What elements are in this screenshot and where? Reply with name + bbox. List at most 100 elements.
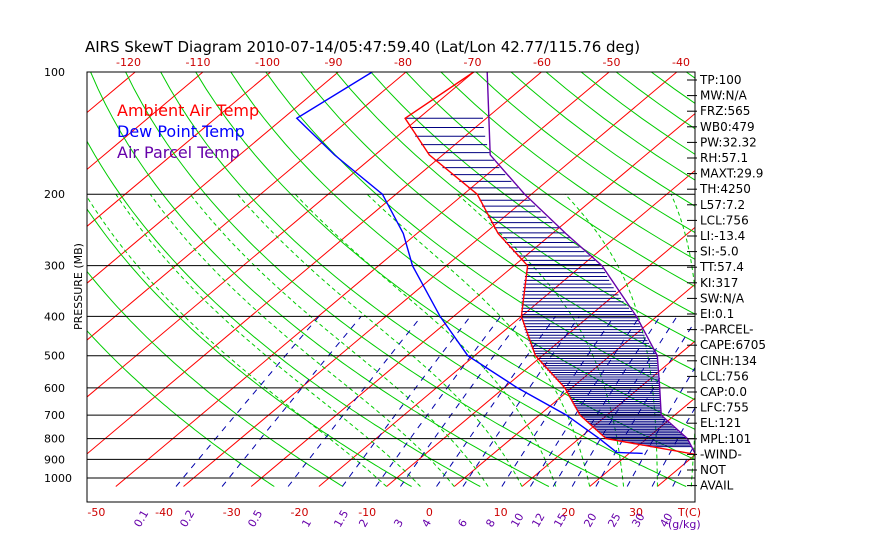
moist-adiabat	[149, 193, 455, 487]
mixing-ratio-label: 40	[657, 511, 675, 530]
mixing-ratio-line	[375, 316, 502, 487]
index-text: KI:317	[700, 276, 738, 290]
mixing-ratio-label: 0.5	[245, 508, 265, 530]
mixing-ratio-line	[436, 316, 556, 487]
index-text: -WIND-	[700, 447, 742, 461]
mixing-ratio-line	[651, 406, 695, 487]
index-text: MAXT:29.9	[700, 167, 763, 181]
index-text: SI:-5.0	[700, 245, 739, 259]
index-text: TH:4250	[699, 182, 751, 196]
pressure-tick-label: 600	[44, 382, 65, 395]
dry-adiabat	[405, 72, 695, 288]
index-text: CAP:0.0	[700, 385, 747, 399]
dry-adiabat	[335, 72, 695, 343]
dry-adiabat	[721, 72, 870, 487]
temp-tick-label: -40	[155, 506, 173, 519]
isotherm-line	[793, 72, 870, 487]
index-text: AVAIL	[700, 479, 734, 493]
top-temp-tick-label: -110	[186, 56, 211, 69]
index-text: RH:57.1	[700, 151, 748, 165]
temp-tick-label: 0	[426, 506, 433, 519]
mixing-ratio-label: 25	[605, 511, 623, 530]
pressure-tick-label: 900	[44, 453, 65, 466]
dry-adiabat	[230, 72, 695, 430]
isotherm-line	[87, 72, 407, 341]
index-text: LCL:756	[700, 369, 749, 383]
index-text: NOT	[700, 463, 726, 477]
isotherm-line	[0, 72, 68, 487]
dry-adiabat	[195, 72, 695, 461]
isotherm-line	[87, 72, 136, 114]
temp-tick-label: -10	[358, 506, 376, 519]
mixing-ratio-line	[341, 316, 471, 487]
dry-adiabat	[87, 208, 412, 487]
pressure-tick-label: 200	[44, 188, 65, 201]
index-text: TT:57.4	[699, 260, 744, 274]
temp-tick-label: 20	[561, 506, 575, 519]
moist-adiabat	[457, 193, 624, 487]
index-text: WB0:479	[700, 120, 755, 134]
ambient-air-temp-line	[404, 72, 695, 456]
index-text: L57:7.2	[700, 198, 745, 212]
dry-adiabat	[90, 72, 550, 487]
y-axis-label: PRESSURE (MB)	[72, 243, 85, 330]
dry-adiabat	[160, 72, 687, 487]
temp-tick-label: 30	[629, 506, 643, 519]
top-temp-tick-label: -50	[603, 56, 621, 69]
dry-adiabat	[87, 270, 344, 487]
pressure-tick-label: 300	[44, 260, 65, 273]
mixing-ratio-label: 1.5	[331, 508, 351, 530]
temp-tick-label: -30	[223, 506, 241, 519]
legend-entry: Air Parcel Temp	[117, 143, 240, 162]
x-axis-label: T(C)	[677, 506, 701, 519]
mixing-ratio-label: 10	[508, 511, 526, 530]
top-temp-tick-label: -60	[533, 56, 551, 69]
index-text: EL:121	[700, 416, 741, 430]
moist-adiabat	[87, 195, 387, 487]
mixing-ratio-line	[462, 316, 580, 487]
isotherm-line	[87, 72, 475, 398]
mixing-ratio-line	[175, 316, 320, 487]
dry-adiabat	[440, 72, 695, 260]
isotherm-line	[87, 72, 204, 171]
isotherm-line	[725, 72, 870, 487]
index-text: CAPE:6705	[700, 338, 766, 352]
dry-adiabat	[300, 72, 695, 372]
index-text: TP:100	[699, 73, 742, 87]
isobars	[87, 193, 695, 479]
index-text: LFC:755	[700, 401, 749, 415]
top-temp-tick-label: -70	[464, 56, 482, 69]
isotherm-line	[657, 454, 695, 487]
index-text: -PARCEL-	[700, 323, 754, 337]
mixing-ratio-label: 15	[551, 511, 569, 530]
top-temp-tick-label: -100	[255, 56, 280, 69]
isotherm-line	[589, 397, 695, 487]
dry-adiabat	[87, 330, 275, 487]
mixing-ratio-line	[287, 316, 422, 487]
temp-tick-label: -20	[291, 506, 309, 519]
isotherm-line	[453, 283, 695, 487]
mixing-ratio-label: 20	[581, 511, 599, 530]
dry-adiabat	[265, 72, 695, 401]
index-text: MW:N/A	[700, 89, 748, 103]
mixing-ratio-label: 0.2	[177, 508, 197, 530]
index-text: MPL:101	[700, 432, 751, 446]
mixing-ratio-label: 3	[391, 517, 406, 530]
isotherm-line	[250, 112, 695, 487]
index-text: LCL:756	[700, 213, 749, 227]
isotherm-line	[521, 340, 695, 487]
mixing-ratio-unit: (g/kg)	[668, 518, 701, 531]
moist-adiabat	[115, 193, 421, 487]
mixing-ratio-label: 6	[455, 517, 470, 530]
legend-entry: Ambient Air Temp	[117, 101, 259, 120]
mixing-ratio-line	[221, 316, 362, 487]
index-text: EI:0.1	[700, 307, 734, 321]
top-temp-tick-label: -120	[116, 56, 141, 69]
pressure-tick-label: 400	[44, 310, 65, 323]
index-text: FRZ:565	[700, 104, 750, 118]
mixing-ratio-line	[399, 316, 524, 487]
dry-adiabat	[125, 72, 618, 487]
mixing-ratio-label: 12	[529, 511, 547, 530]
